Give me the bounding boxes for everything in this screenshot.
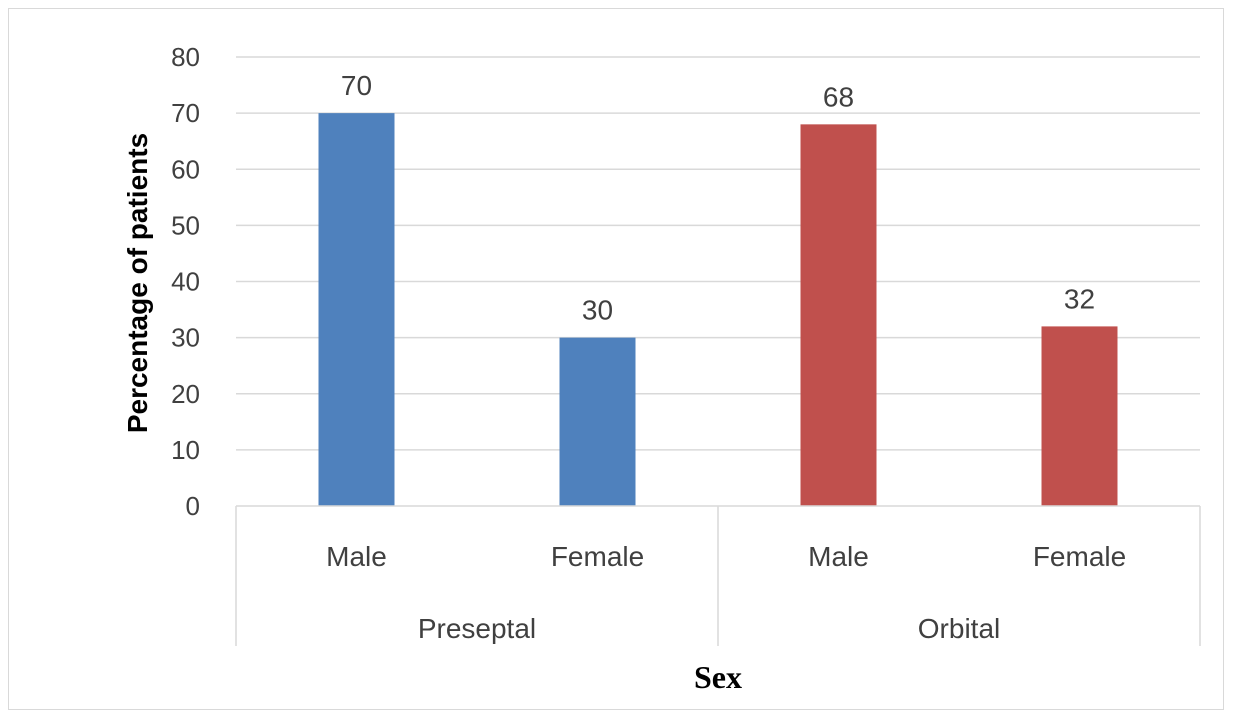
group-label: Orbital (918, 613, 1000, 644)
y-tick-label: 40 (171, 267, 200, 297)
bar (800, 124, 877, 506)
data-label: 32 (1064, 283, 1095, 314)
bar (1041, 326, 1118, 506)
y-tick-label: 10 (171, 435, 200, 465)
data-label: 30 (582, 295, 613, 326)
group-label: Preseptal (418, 613, 536, 644)
bar (559, 337, 636, 506)
x-tick-label: Male (808, 541, 869, 572)
x-axis-label: Sex (694, 659, 742, 695)
y-tick-label: 0 (186, 491, 200, 521)
x-tick-label: Female (1033, 541, 1126, 572)
x-tick-label: Male (326, 541, 387, 572)
bars (318, 113, 1118, 506)
x-axis: Male Female Male Female Preseptal Orbital (235, 505, 1201, 646)
y-tick-label: 20 (171, 379, 200, 409)
data-labels: 70 30 68 32 (341, 70, 1095, 326)
y-tick-label: 70 (171, 98, 200, 128)
x-tick-label: Female (551, 541, 644, 572)
y-axis-ticks: 0 10 20 30 40 50 60 70 80 (171, 42, 200, 521)
bar (318, 113, 395, 506)
y-tick-label: 60 (171, 154, 200, 184)
y-tick-label: 30 (171, 323, 200, 353)
y-tick-label: 50 (171, 210, 200, 240)
gridlines (236, 56, 1200, 451)
y-tick-label: 80 (171, 42, 200, 72)
y-axis-label: Percentage of patients (122, 133, 153, 433)
data-label: 70 (341, 70, 372, 101)
data-label: 68 (823, 81, 854, 112)
